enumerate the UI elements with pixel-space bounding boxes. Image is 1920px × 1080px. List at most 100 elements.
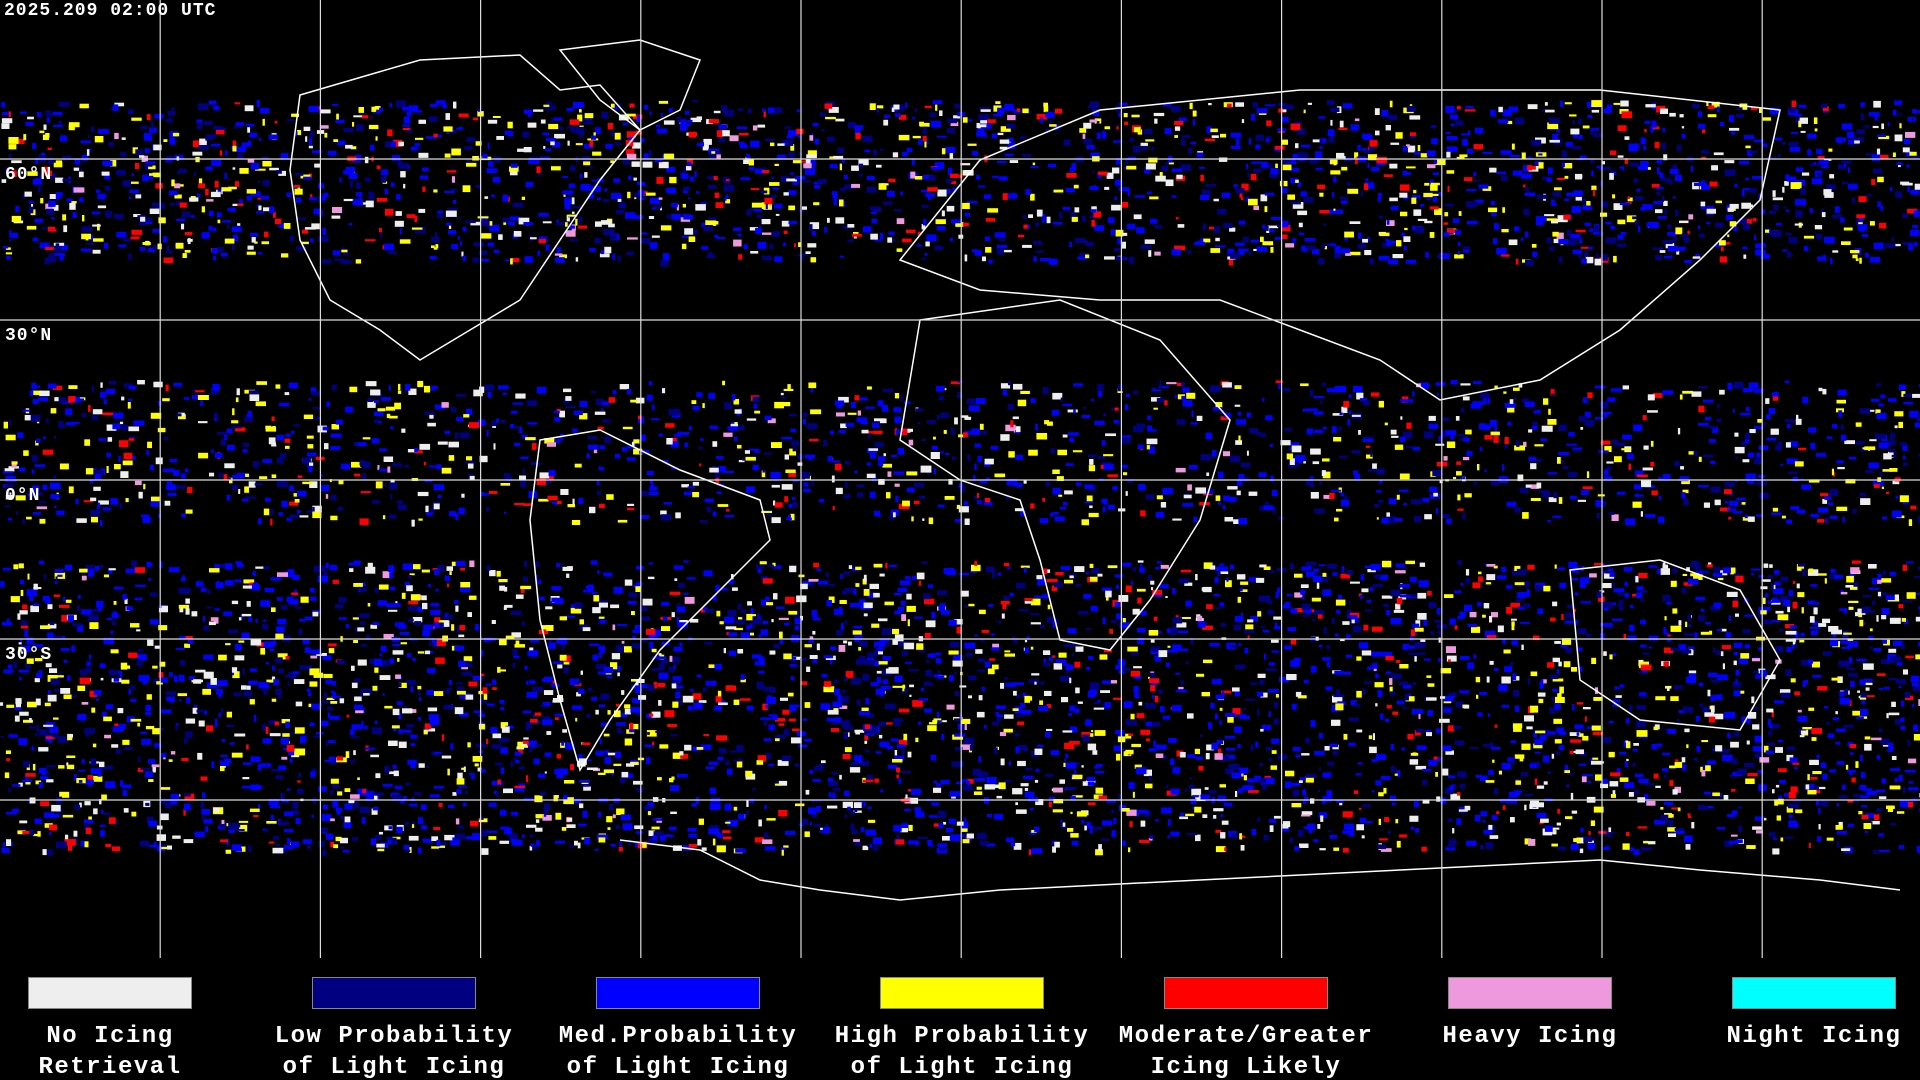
icing-pixel [1292,153,1298,160]
icing-pixel [242,785,252,789]
icing-pixel [684,228,694,235]
icing-pixel [1074,237,1086,243]
icing-pixel [174,194,182,199]
icing-pixel [1889,449,1896,453]
icing-pixel [1219,157,1228,162]
icing-pixel [1111,204,1121,211]
icing-pixel [493,249,500,254]
icing-pixel [1271,490,1278,497]
icing-pixel [293,493,299,497]
icing-pixel [1417,145,1421,152]
icing-pixel [773,500,776,506]
icing-pixel [775,213,780,216]
icing-pixel [1606,212,1610,216]
icing-pixel [1309,389,1314,397]
icing-pixel [75,398,84,402]
icing-pixel [1243,707,1247,711]
icing-pixel [1323,494,1333,499]
icing-pixel [604,246,612,254]
icing-pixel [178,168,187,174]
icing-pixel [996,245,1008,248]
icing-pixel [1433,496,1440,499]
icing-pixel [1025,189,1031,195]
icing-pixel [588,192,594,199]
icing-pixel [1117,237,1123,245]
icing-pixel [235,122,245,126]
icing-pixel [306,510,314,513]
icing-pixel [1734,381,1744,389]
icing-pixel [1571,206,1581,213]
icing-pixel [1536,482,1542,489]
icing-pixel [1883,453,1892,460]
icing-pixel [1711,679,1721,683]
icing-pixel [1339,455,1348,459]
icing-pixel [63,659,68,663]
icing-pixel [147,816,154,824]
icing-pixel [771,442,782,448]
icing-pixel [62,214,67,221]
icing-pixel [884,703,896,710]
icing-pixel [179,660,186,666]
icing-pixel [949,237,954,241]
icing-pixel [917,231,921,236]
icing-pixel [768,724,775,731]
icing-pixel [410,685,413,693]
icing-pixel [221,220,232,223]
icing-pixel [165,250,173,254]
icing-pixel [988,259,993,264]
icing-pixel [992,175,999,179]
icing-pixel [157,427,166,433]
icing-pixel [591,185,601,192]
icing-pixel [838,430,846,434]
icing-pixel [166,245,170,252]
icing-pixel [1809,163,1821,167]
icing-pixel [162,398,170,402]
icing-pixel [159,561,163,568]
icing-pixel [762,703,768,711]
icing-pixel [915,737,919,743]
icing-pixel [695,204,706,211]
icing-pixel [634,624,641,630]
icing-pixel [922,175,934,180]
icing-pixel [1918,384,1920,387]
icing-pixel [1060,397,1063,403]
icing-pixel [419,443,431,450]
icing-pixel [566,817,573,822]
icing-pixel [196,119,203,124]
icing-pixel [1568,239,1577,246]
icing-pixel [1633,178,1638,183]
icing-pixel [505,477,513,482]
icing-pixel [750,188,760,191]
icing-pixel [46,208,54,215]
icing-pixel [944,496,955,500]
icing-pixel [348,172,358,179]
icing-pixel [747,108,752,114]
icing-pixel [1661,142,1666,150]
icing-pixel [184,793,195,801]
icing-pixel [1455,120,1463,126]
icing-pixel [779,402,791,407]
icing-pixel [244,105,254,112]
icing-pixel [1899,495,1909,503]
icing-pixel [1878,135,1890,140]
icing-pixel [373,419,379,424]
icing-pixel [803,180,812,183]
icing-pixel [1185,600,1192,607]
icing-pixel [1809,208,1813,213]
icing-pixel [97,205,107,209]
icing-pixel [1600,212,1608,217]
icing-pixel [1594,417,1605,420]
icing-pixel [642,161,653,168]
icing-pixel [1379,838,1388,841]
icing-pixel [935,104,938,111]
icing-pixel [1446,136,1458,141]
icing-pixel [683,560,689,563]
icing-pixel [1565,141,1573,147]
icing-pixel [1081,215,1086,222]
icing-pixel [8,419,11,426]
icing-pixel [1634,220,1639,226]
icing-pixel [950,428,955,435]
icing-pixel [866,187,877,193]
icing-pixel [1742,459,1750,463]
icing-pixel [308,138,312,146]
